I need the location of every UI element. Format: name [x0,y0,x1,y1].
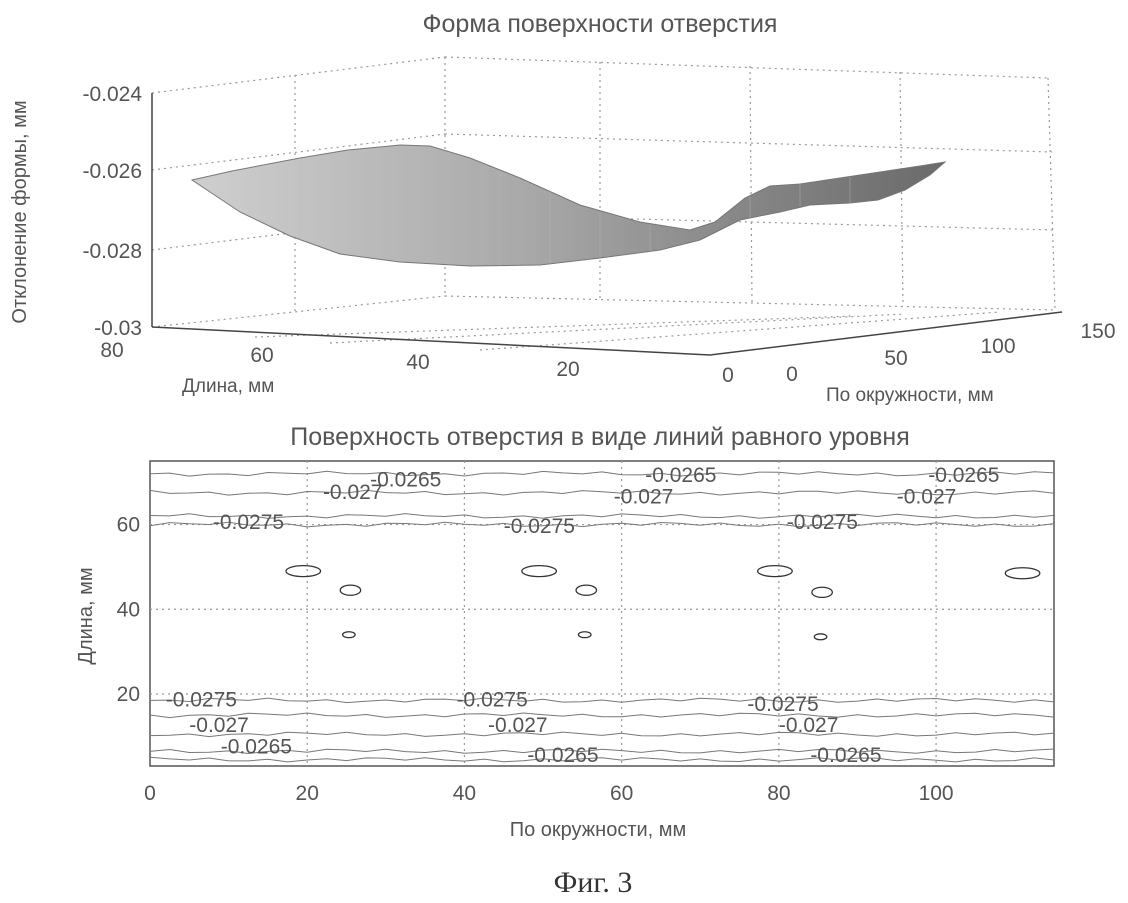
surface-length-axis-label: Длина, мм [182,376,274,397]
circ-tick-label: 100 [980,335,1015,358]
contour-level-label: -0.0265 [928,464,999,487]
contour-x-axis-label: По окружности, мм [510,819,687,841]
contour-x-ticks: 0 20 40 60 80 100 [144,782,953,805]
contour-level-label: -0.0265 [810,744,881,767]
length-tick-label: 20 [556,358,579,381]
contour-level-label: -0.0275 [213,511,284,534]
length-tick-label: 60 [250,344,273,367]
contour-y-tick-label: 40 [117,598,140,621]
surface-z-ticks: -0.024 -0.026 -0.028 -0.03 [82,83,142,340]
z-tick-label: -0.026 [82,160,142,183]
contour-level-label: -0.0265 [221,735,292,758]
contour-y-tick-label: 60 [117,514,140,537]
length-tick-label: 80 [100,339,123,362]
circ-tick-label: 0 [786,363,798,386]
figure-caption: Фиг. 3 [554,866,633,899]
contour-level-label: -0.027 [614,485,674,508]
length-tick-label: 0 [722,364,734,387]
contour-level-label: -0.0275 [747,693,818,716]
contour-level-label: -0.027 [488,714,548,737]
contour-x-tick-label: 20 [296,782,319,805]
z-tick-label: -0.024 [82,83,142,106]
contour-level-label: -0.027 [897,485,957,508]
length-tick-label: 40 [406,351,429,374]
contour-level-label: -0.0275 [504,515,575,538]
contour-x-tick-label: 100 [919,782,954,805]
surface-plot: Форма поверхности отверстия [9,10,1116,406]
surface-mesh [192,145,945,266]
contour-y-ticks: 20 40 60 [117,514,140,706]
contour-plot: Поверхность отверстия в виде линий равно… [75,423,1054,841]
contour-x-tick-label: 40 [453,782,476,805]
surface-z-axis-label: Отклонение формы, мм [9,100,31,323]
contour-level-label: -0.027 [189,714,249,737]
contour-level-label: -0.0265 [527,744,598,767]
contour-level-label: -0.0265 [645,464,716,487]
surface-circ-axis-label: По окружности, мм [826,385,994,406]
contour-level-label: -0.027 [779,714,839,737]
circ-tick-label: 50 [884,347,907,370]
contour-level-label: -0.0275 [457,689,528,712]
contour-y-tick-label: 20 [117,683,140,706]
z-tick-label: -0.028 [82,240,142,263]
contour-level-label: -0.0275 [166,689,237,712]
contour-plot-title: Поверхность отверстия в виде линий равно… [290,423,910,451]
surface-plot-title: Форма поверхности отверстия [423,10,778,38]
contour-x-tick-label: 80 [767,782,790,805]
surface-circ-ticks: 0 50 100 150 [786,320,1115,386]
contour-level-label: -0.0275 [787,511,858,534]
contour-y-axis-label: Длина, мм [75,567,97,664]
circ-tick-label: 150 [1080,320,1115,343]
z-tick-label: -0.03 [94,317,142,340]
contour-level-label: -0.027 [323,481,383,504]
contour-x-tick-label: 60 [610,782,633,805]
contour-x-tick-label: 0 [144,782,156,805]
